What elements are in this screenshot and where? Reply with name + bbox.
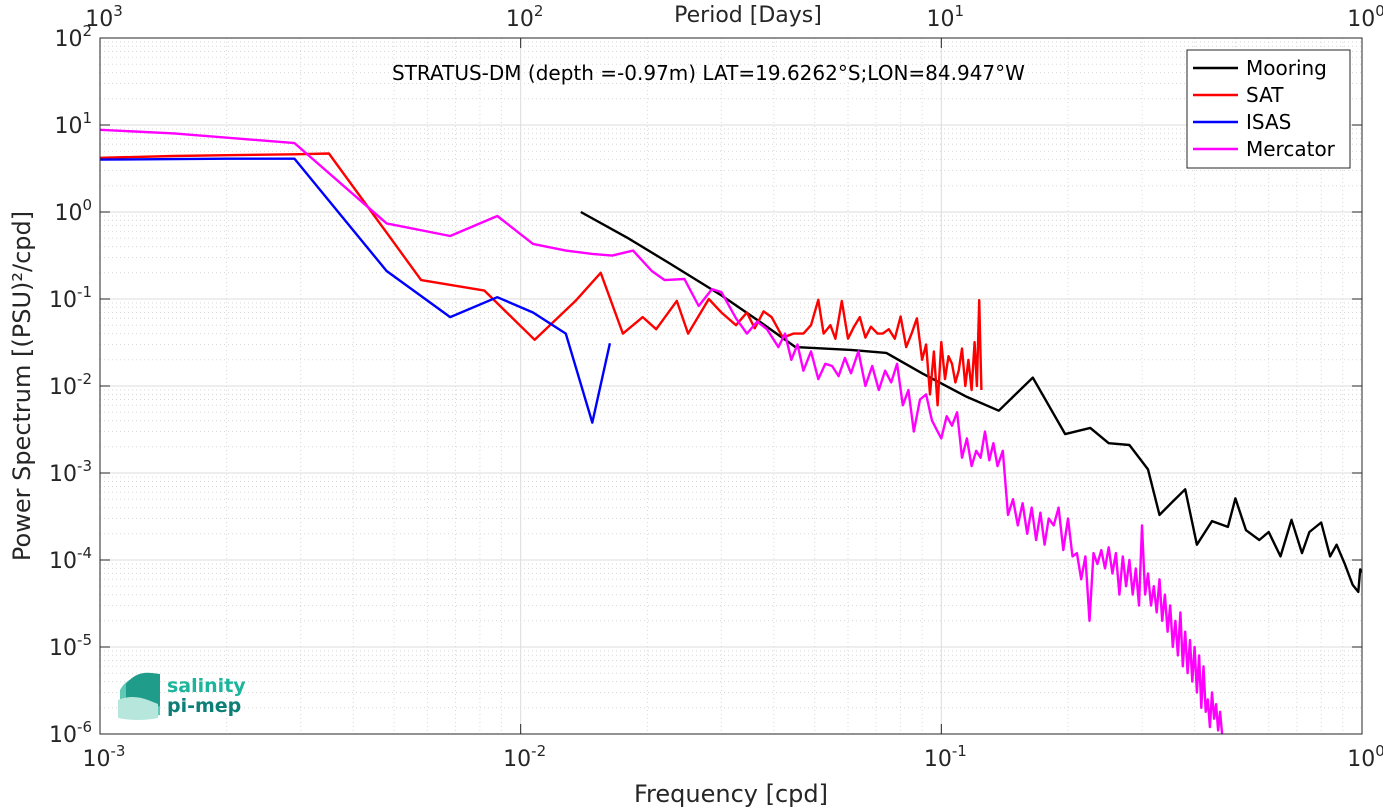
y-tick-label: 10-4 xyxy=(49,544,92,574)
x2-tick-label: 102 xyxy=(506,2,544,32)
y-tick-label: 100 xyxy=(54,196,92,226)
x2-axis-label: Period [Days] xyxy=(674,3,822,28)
annotation-text: STRATUS-DM (depth =-0.97m) LAT=19.6262°S… xyxy=(392,61,1025,85)
y-tick-label: 10-2 xyxy=(49,370,92,400)
x2-tick-label: 100 xyxy=(1347,2,1383,32)
logo-text-line2: pi-mep xyxy=(167,695,241,717)
y-tick-label: 10-3 xyxy=(49,457,92,487)
series-line-mooring xyxy=(580,210,1362,594)
y-axis-label: Power Spectrum [(PSU)²/cpd] xyxy=(8,211,36,561)
x-tick-label: 10-3 xyxy=(83,742,126,772)
logo-text-line1: salinity xyxy=(167,675,246,697)
y-tick-label: 101 xyxy=(54,109,92,139)
y-tick-label: 10-1 xyxy=(49,283,92,313)
x2-tick-label: 101 xyxy=(927,2,965,32)
legend-label-isas: ISAS xyxy=(1246,110,1291,134)
series-line-isas xyxy=(100,157,612,424)
x-axis-label: Frequency [cpd] xyxy=(634,780,828,808)
x-tick-label: 10-1 xyxy=(924,742,967,772)
series-line-mercator xyxy=(100,128,1224,734)
y-tick-label: 10-5 xyxy=(49,631,92,661)
grid xyxy=(99,37,1363,735)
y-tick-label: 10-6 xyxy=(49,718,92,748)
x-tick-label: 100 xyxy=(1347,742,1383,772)
salinity-pimep-logo: salinity pi-mep xyxy=(118,672,246,720)
legend: Mooring SAT ISAS Mercator xyxy=(1186,49,1351,169)
series-line-sat xyxy=(100,152,983,407)
legend-items: Mooring SAT ISAS Mercator xyxy=(1193,56,1336,161)
x-tick-label: 10-2 xyxy=(503,742,546,772)
x2-tick-label: 103 xyxy=(85,2,123,32)
legend-label-mooring: Mooring xyxy=(1246,56,1327,80)
y-tick-label: 102 xyxy=(54,22,92,52)
legend-label-mercator: Mercator xyxy=(1246,137,1336,161)
series-layer xyxy=(100,128,1362,734)
logo-wave-icon-3 xyxy=(118,697,158,720)
legend-label-sat: SAT xyxy=(1246,83,1284,107)
